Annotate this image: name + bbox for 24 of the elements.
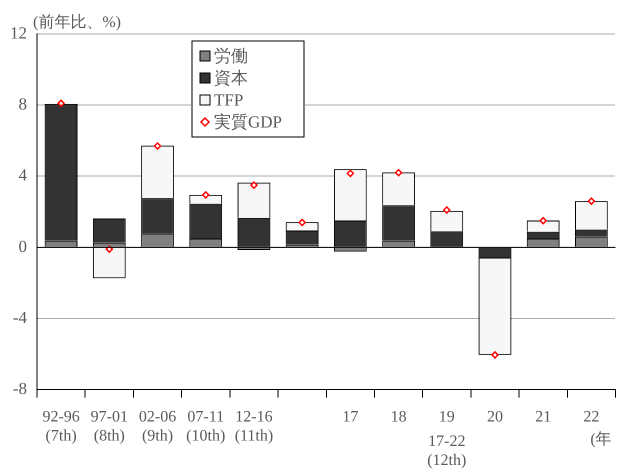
x-tick-label: 19 bbox=[438, 408, 455, 426]
y-tick-label: -4 bbox=[12, 308, 28, 327]
text: 17-22 (12th) bbox=[427, 432, 466, 469]
x-tick-label: 97-01 (8th) bbox=[90, 408, 128, 445]
x-tick-label: 18 bbox=[390, 408, 407, 426]
x-tick-label: 07-11 (10th) bbox=[186, 408, 226, 445]
y-tick-label: -8 bbox=[12, 379, 27, 398]
legend-label: 資本 bbox=[214, 68, 248, 88]
y-tick-label: 8 bbox=[18, 94, 27, 114]
y-tick-label: 4 bbox=[18, 166, 28, 185]
text: (年 bbox=[590, 430, 612, 448]
x-tick-label: 20 bbox=[486, 408, 503, 426]
legend-label: 実質GDP bbox=[214, 112, 282, 132]
legend-label: TFP bbox=[214, 90, 244, 110]
y-tick-label: 0 bbox=[18, 236, 27, 256]
x-tick-label: 02-06 (9th) bbox=[138, 408, 176, 445]
x-tick-label: 12-16 (11th) bbox=[234, 408, 274, 445]
x-tick-label: 17 bbox=[342, 408, 358, 426]
x-tick-label: 92-96 (7th) bbox=[42, 408, 80, 445]
y-tick-label: 12 bbox=[10, 23, 27, 42]
y-axis-title: (前年比、%) bbox=[33, 13, 121, 32]
x-tick-label: 22 bbox=[583, 408, 600, 426]
x-tick-label: 21 bbox=[535, 408, 552, 426]
legend-label: 労働 bbox=[214, 46, 248, 66]
